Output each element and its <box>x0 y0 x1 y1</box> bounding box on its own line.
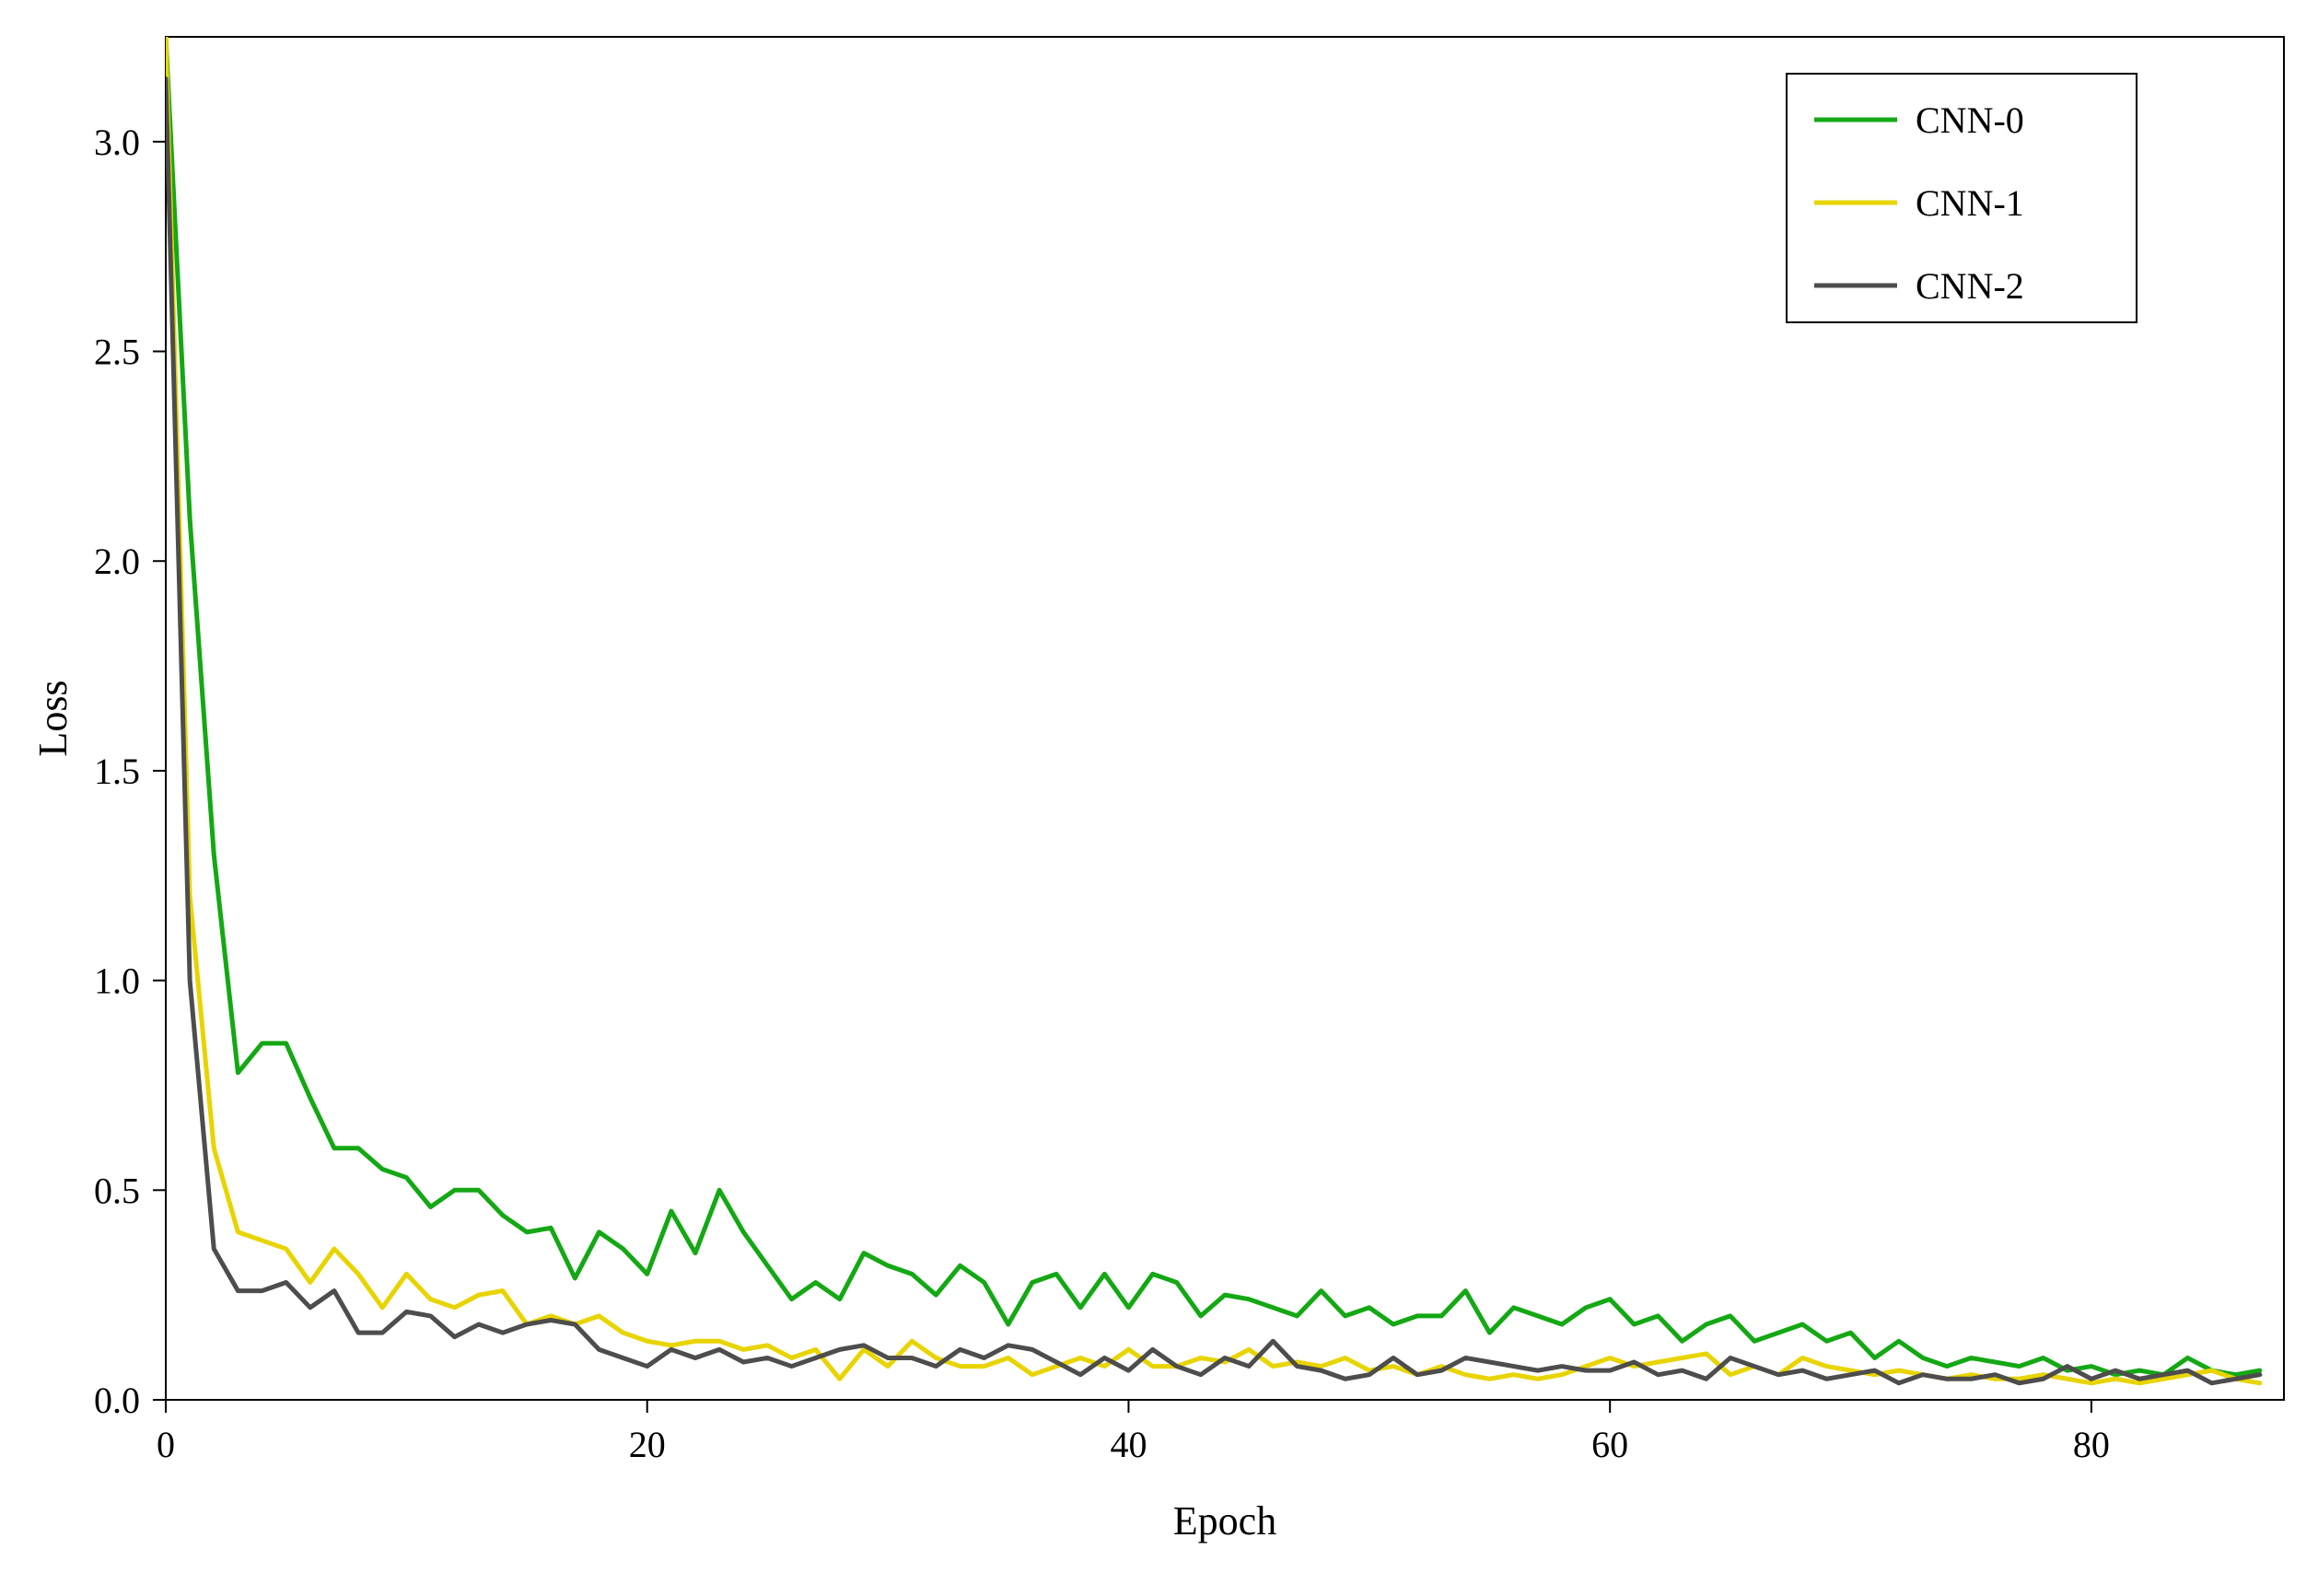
y-tick-label: 1.0 <box>94 961 140 1002</box>
x-tick-label: 60 <box>1591 1424 1628 1465</box>
y-tick-label: 1.5 <box>94 751 140 792</box>
legend-label: CNN-2 <box>1916 265 2024 307</box>
x-tick-label: 0 <box>157 1424 175 1465</box>
legend-label: CNN-0 <box>1916 99 2024 141</box>
x-tick-label: 40 <box>1110 1424 1147 1465</box>
x-axis-label: Epoch <box>1173 1498 1276 1544</box>
y-tick-label: 0.0 <box>94 1380 140 1421</box>
y-tick-label: 0.5 <box>94 1170 140 1211</box>
x-tick-label: 80 <box>2073 1424 2110 1465</box>
y-tick-label: 2.0 <box>94 541 140 582</box>
x-tick-label: 20 <box>629 1424 666 1465</box>
y-tick-label: 2.5 <box>94 332 140 373</box>
chart-container: 0 20 40 60 80 0.0 0.5 1.0 1.5 2.0 2.5 3.0 Epoch Loss C… <box>0 0 2318 1596</box>
y-axis-label: Loss <box>30 680 76 756</box>
y-tick-label: 3.0 <box>94 122 140 163</box>
legend-label: CNN-1 <box>1916 182 2024 224</box>
loss-chart-svg: 0 20 40 60 80 0.0 0.5 1.0 1.5 2.0 2.5 3.0 Epoch Loss C… <box>0 0 2318 1596</box>
